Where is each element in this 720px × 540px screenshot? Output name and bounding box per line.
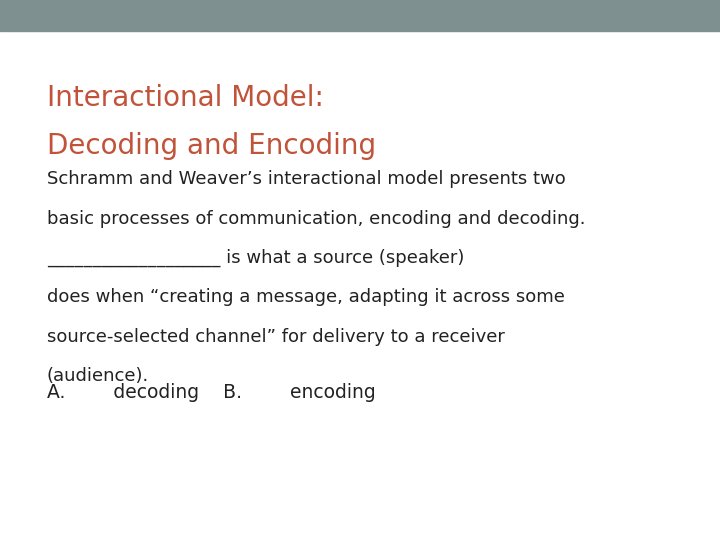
- Text: A.        decoding    B.        encoding: A. decoding B. encoding: [47, 383, 376, 402]
- Text: Interactional Model:: Interactional Model:: [47, 84, 324, 112]
- Text: Schramm and Weaver’s interactional model presents two: Schramm and Weaver’s interactional model…: [47, 170, 565, 188]
- Text: does when “creating a message, adapting it across some: does when “creating a message, adapting …: [47, 288, 564, 306]
- Bar: [0, 0, 720, 31]
- Text: (audience).: (audience).: [47, 367, 149, 385]
- Text: source-selected channel” for delivery to a receiver: source-selected channel” for delivery to…: [47, 328, 505, 346]
- Text: basic processes of communication, encoding and decoding.: basic processes of communication, encodi…: [47, 210, 585, 227]
- Text: Decoding and Encoding: Decoding and Encoding: [47, 132, 376, 160]
- Text: ___________________ is what a source (speaker): ___________________ is what a source (sp…: [47, 249, 464, 267]
